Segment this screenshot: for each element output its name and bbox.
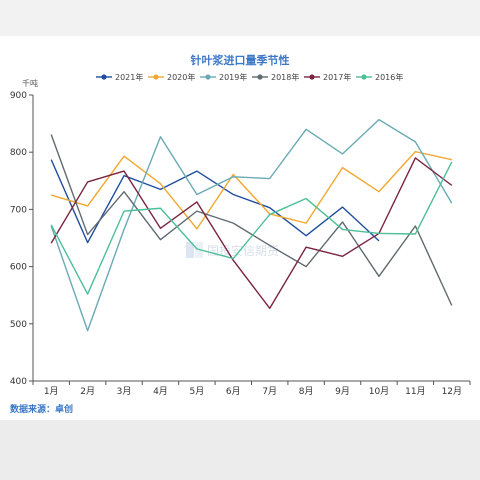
x-tick-label: 9月 xyxy=(335,386,350,397)
legend-swatch-dot xyxy=(205,74,211,80)
y-tick-label: 900 xyxy=(10,91,27,101)
legend-label: 2017年 xyxy=(323,72,351,82)
y-tick-label: 800 xyxy=(10,148,27,158)
bottom-background-band xyxy=(0,420,480,480)
x-tick-label: 3月 xyxy=(117,386,132,397)
legend-swatch-dot xyxy=(309,74,315,80)
y-tick-label: 600 xyxy=(10,263,27,273)
x-tick-label: 12月 xyxy=(442,386,462,397)
chart-title: 针叶浆进口量季节性 xyxy=(190,54,290,67)
x-tick-label: 1月 xyxy=(44,386,59,397)
series-line-1 xyxy=(51,150,452,230)
series-line-5 xyxy=(50,161,453,295)
legend-label: 2019年 xyxy=(219,72,247,82)
x-tick-label: 11月 xyxy=(405,386,425,397)
series-line-0 xyxy=(50,159,380,244)
y-tick-label: 500 xyxy=(10,320,27,330)
legend-swatch-dot xyxy=(101,74,107,80)
series-line-4 xyxy=(50,157,453,310)
x-tick-label: 8月 xyxy=(299,386,314,397)
x-tick-label: 6月 xyxy=(226,386,241,397)
legend-label: 2021年 xyxy=(115,72,143,82)
legend-label: 2018年 xyxy=(271,72,299,82)
x-tick-label: 2月 xyxy=(80,386,95,397)
series-line-2 xyxy=(50,118,453,332)
legend-swatch-dot xyxy=(257,74,263,80)
x-tick-label: 7月 xyxy=(262,386,277,397)
top-background-band xyxy=(0,0,480,36)
y-tick-label: 700 xyxy=(10,205,27,215)
y-axis-unit-label: 千吨 xyxy=(22,78,38,88)
legend-swatch-dot xyxy=(361,74,367,80)
series-line-3 xyxy=(50,134,453,306)
legend-swatch-dot xyxy=(153,74,159,80)
x-tick-label: 10月 xyxy=(369,386,389,397)
y-tick-label: 400 xyxy=(10,377,27,387)
x-tick-label: 5月 xyxy=(190,386,205,397)
legend-label: 2020年 xyxy=(167,72,195,82)
source-note: 数据来源：卓创 xyxy=(10,405,74,415)
x-tick-label: 4月 xyxy=(153,386,168,397)
legend-label: 2016年 xyxy=(375,72,403,82)
